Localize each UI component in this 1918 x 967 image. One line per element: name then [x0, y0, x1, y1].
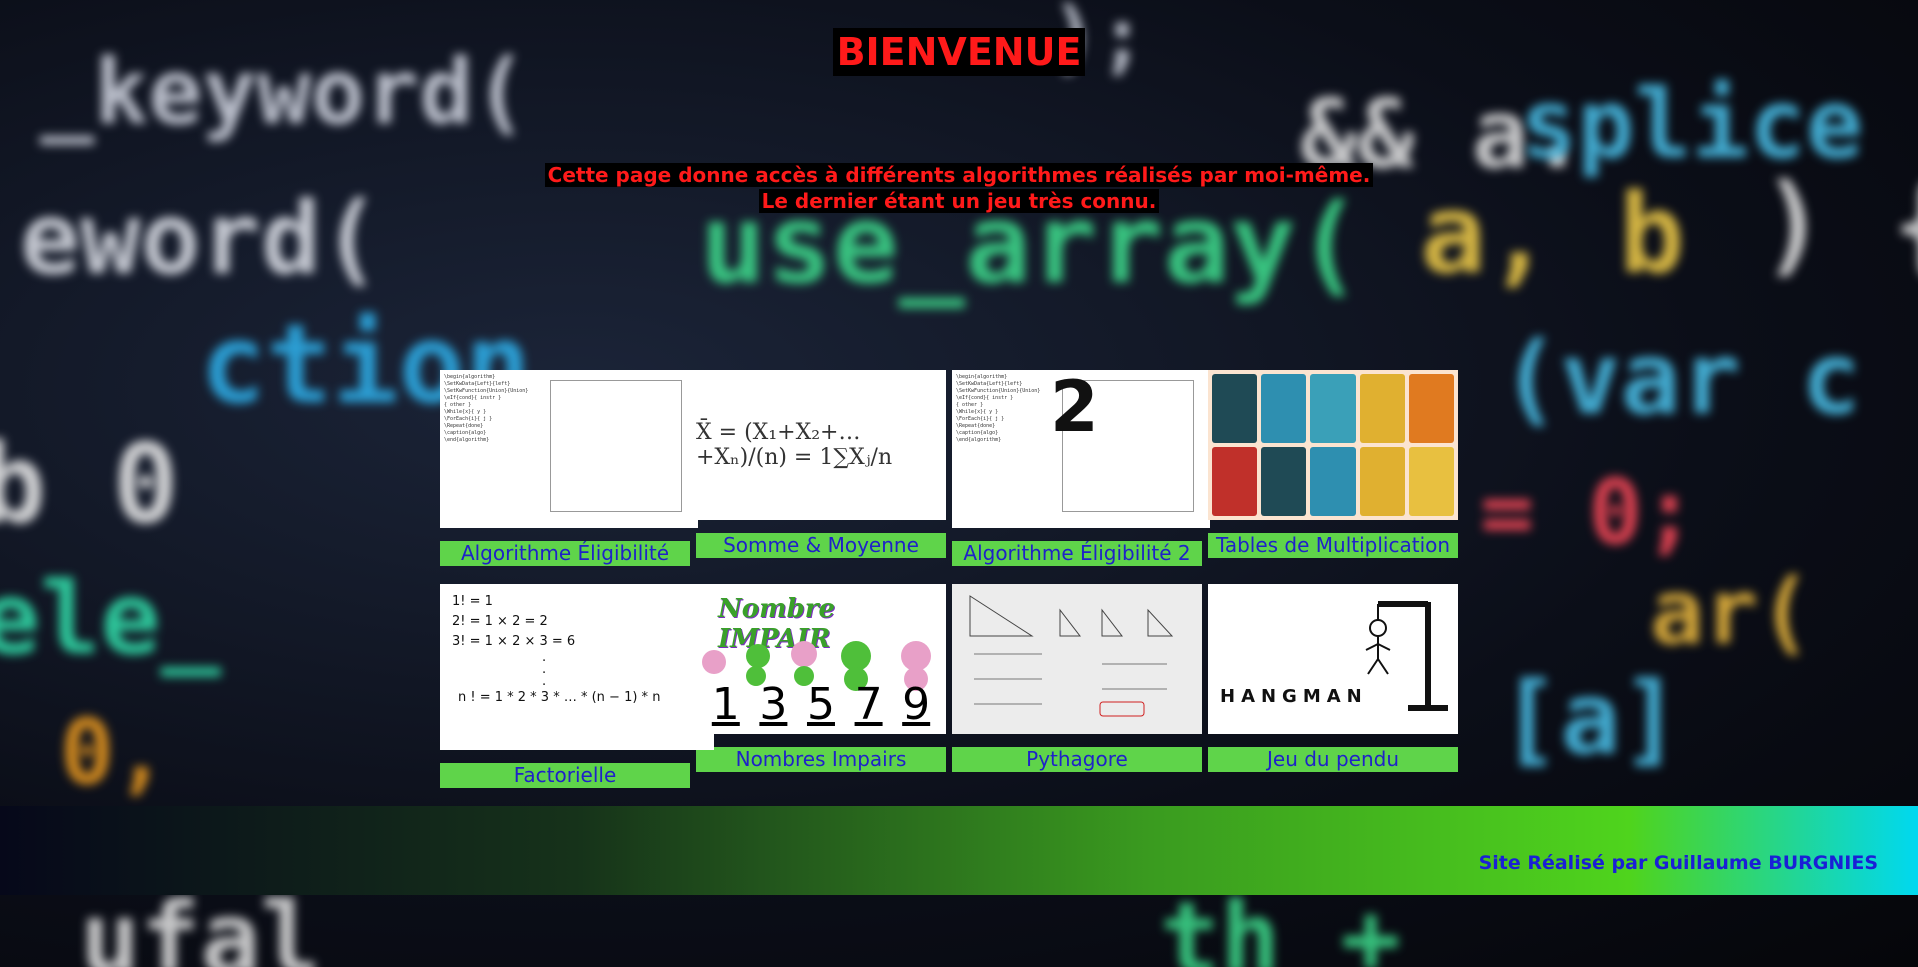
hangman-thumbnail[interactable]: HANGMAN [1208, 584, 1458, 734]
factorial-dot: . [542, 650, 547, 665]
factorial-line: 3! = 1 × 2 × 3 = 6 [452, 634, 576, 649]
card-tables-multiplication[interactable]: Tables de Multiplication [1208, 370, 1458, 566]
intro-text: Cette page donne accès à différents algo… [0, 162, 1918, 214]
factorial-line: 2! = 1 × 2 = 2 [452, 614, 548, 629]
footer-credit: Site Réalisé par Guillaume BURGNIES [1478, 852, 1878, 874]
factorial-thumbnail[interactable]: 1! = 1 2! = 1 × 2 = 2 3! = 1 × 2 × 3 = 6… [440, 584, 714, 750]
odd-numbers-thumbnail[interactable]: Nombre IMPAIR 1 3 5 7 9 [696, 584, 946, 734]
factorial-line: 1! = 1 [452, 594, 493, 609]
intro-line-2: Le dernier étant un jeu très connu. [758, 189, 1160, 213]
card-algorithme-eligibilite[interactable]: \begin{algorithm} \SetKwData{Left}{left} \… [440, 370, 698, 566]
card-label[interactable]: Algorithme Éligibilité 2 [952, 541, 1202, 566]
odd-number: 3 [759, 679, 788, 730]
hangman-word: HANGMAN [1220, 686, 1368, 707]
odd-title: Nombre IMPAIR [718, 594, 836, 654]
factorial-dot: . [542, 674, 547, 689]
factorial-dot: . [542, 662, 547, 677]
card-factorielle[interactable]: 1! = 1 2! = 1 × 2 = 2 3! = 1 × 2 × 3 = 6… [440, 584, 714, 788]
multiplication-tables-thumbnail[interactable] [1208, 370, 1458, 520]
digit-two: 2 [1050, 370, 1099, 448]
card-label[interactable]: Algorithme Éligibilité [440, 541, 690, 566]
pseudocode-2-thumbnail[interactable]: \begin{algorithm} \SetKwData{Left}{left} \… [952, 370, 1210, 528]
card-pythagore[interactable]: Pythagore [952, 584, 1202, 788]
card-nombres-impairs[interactable]: Nombre IMPAIR 1 3 5 7 9 Nombres Impairs [696, 584, 946, 788]
mean-formula-text: X̄ = (X₁+X₂+…+Xₙ)/(n) = 1∑Xⱼ/n [696, 420, 893, 470]
algorithm-grid: \begin{algorithm} \SetKwData{Left}{left} \… [440, 370, 1458, 788]
card-label[interactable]: Nombres Impairs [696, 747, 946, 772]
triangle-diagrams [969, 595, 1174, 717]
mean-formula-thumbnail[interactable]: X̄ = (X₁+X₂+…+Xₙ)/(n) = 1∑Xⱼ/n [696, 370, 946, 520]
odd-number: 5 [806, 679, 835, 730]
card-label[interactable]: Somme & Moyenne [696, 533, 946, 558]
card-label[interactable]: Jeu du pendu [1208, 747, 1458, 772]
card-jeu-du-pendu[interactable]: HANGMAN Jeu du pendu [1208, 584, 1458, 788]
odd-number: 1 [711, 679, 740, 730]
card-somme-moyenne[interactable]: X̄ = (X₁+X₂+…+Xₙ)/(n) = 1∑Xⱼ/n Somme & M… [696, 370, 946, 566]
factorial-line: n ! = 1 * 2 * 3 * … * (n − 1) * n [458, 690, 661, 705]
card-label[interactable]: Pythagore [952, 747, 1202, 772]
page-title: BIENVENUE [832, 28, 1086, 76]
gallows-icon [1365, 601, 1448, 711]
intro-line-1: Cette page donne accès à différents algo… [544, 163, 1374, 187]
pythagore-thumbnail[interactable] [952, 584, 1202, 734]
card-label[interactable]: Tables de Multiplication [1208, 533, 1458, 558]
dice-icons [702, 641, 931, 691]
pseudocode-thumbnail[interactable]: \begin{algorithm} \SetKwData{Left}{left} \… [440, 370, 698, 528]
card-label[interactable]: Factorielle [440, 763, 690, 788]
card-algorithme-eligibilite-2[interactable]: \begin{algorithm} \SetKwData{Left}{left} \… [952, 370, 1210, 566]
odd-number: 9 [902, 679, 931, 730]
footer: Site Réalisé par Guillaume BURGNIES [0, 806, 1918, 895]
odd-number: 7 [854, 679, 883, 730]
